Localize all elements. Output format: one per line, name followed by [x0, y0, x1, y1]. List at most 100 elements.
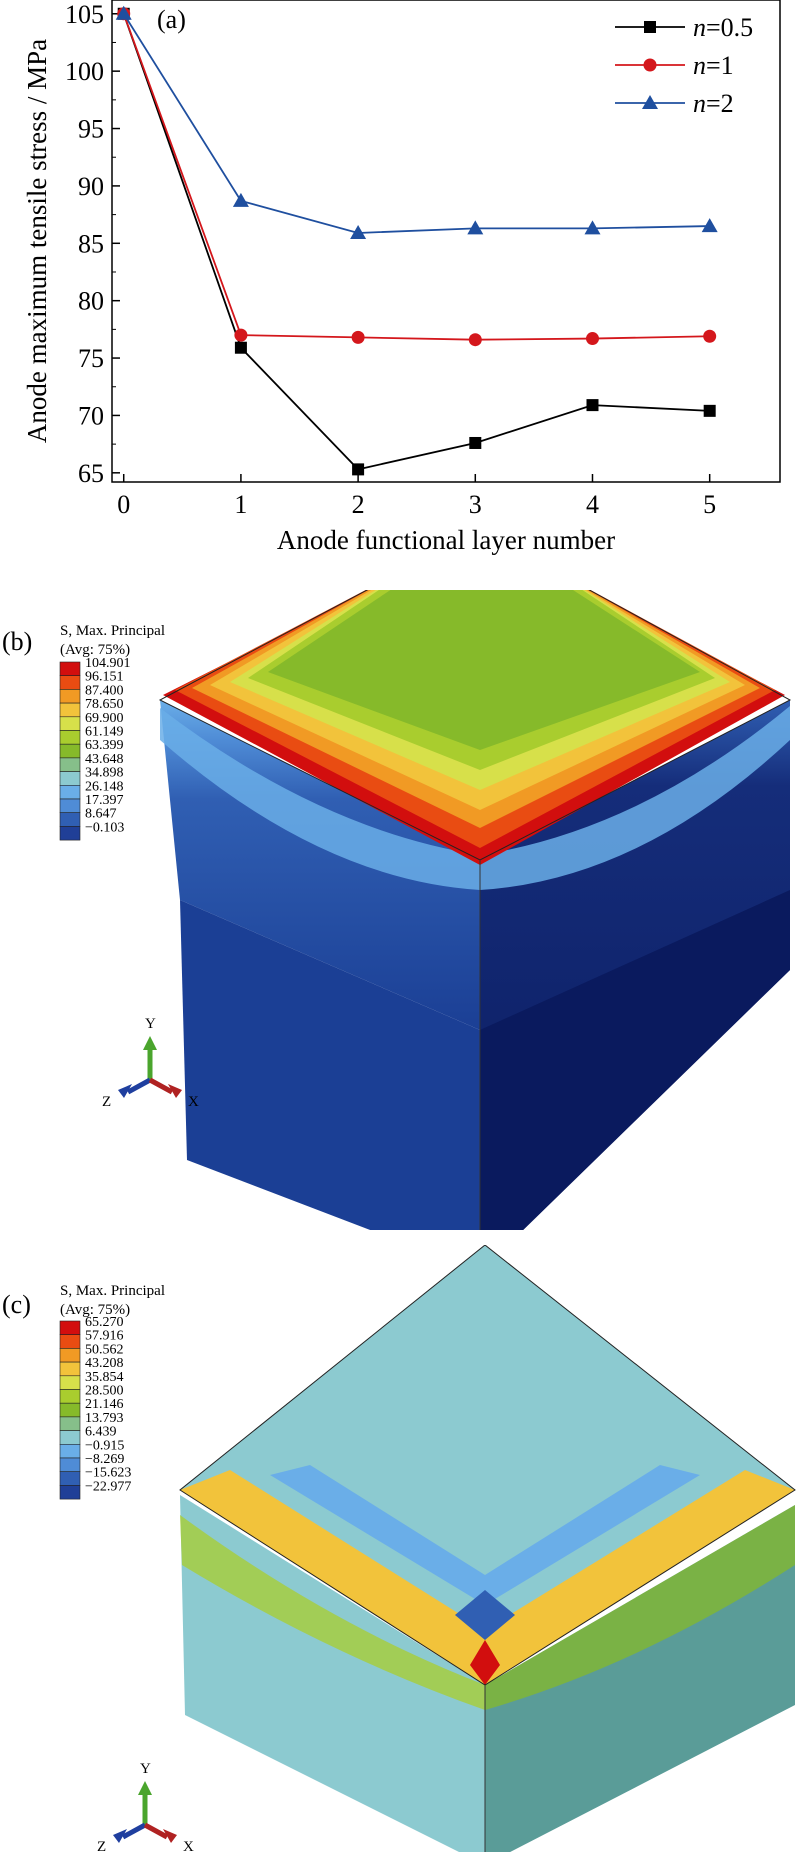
x-tick-label: 2 [352, 490, 365, 519]
y-tick-label: 105 [65, 0, 104, 29]
edge-contour-b [160, 706, 790, 890]
legend-value: 87.400 [85, 683, 124, 698]
triad-x-label: X [188, 1094, 199, 1110]
legend-subtitle-c: (Avg: 75%) [60, 1302, 130, 1318]
legend-value: 96.151 [85, 670, 124, 685]
legend-swatch [59, 1402, 81, 1418]
legend-swatch [59, 826, 81, 841]
top-inner-blue-c [270, 1465, 700, 1605]
legend-swatch [59, 1334, 81, 1349]
legend-swatch [59, 716, 81, 731]
series-circle [117, 7, 717, 347]
data-point-square [586, 399, 599, 412]
top-edge-orange-c [180, 1470, 795, 1685]
legend-swatch [59, 661, 81, 676]
x-tick-label: 0 [117, 490, 130, 519]
legend-swatch [59, 1457, 81, 1472]
legend-swatch [59, 1348, 81, 1363]
x-tick-label: 4 [586, 490, 599, 519]
data-point-square [469, 436, 482, 449]
y-tick-label: 75 [78, 344, 104, 373]
legend-swatch [59, 1485, 81, 1500]
panel-a: 0 1 2 3 4 5 65 70 75 80 85 90 95 100 105 (a) Anode fun… [0, 0, 800, 560]
legend-value: 50.562 [85, 1342, 124, 1357]
legend-swatch [59, 689, 81, 704]
legend-swatch [59, 785, 81, 800]
legend-swatch [59, 757, 81, 772]
contour-plot-c: (c) S, Max. Principal (Avg: 75%) 65.2705… [2, 1244, 796, 1857]
data-point-circle [234, 328, 248, 342]
data-point-square [352, 463, 365, 476]
legend-swatch [59, 1471, 81, 1486]
triad-y-label: Y [145, 1016, 156, 1032]
legend-entry: n=1 [615, 51, 734, 80]
triad-z-label: Z [102, 1094, 111, 1110]
legend-swatch [59, 1430, 81, 1445]
top-band-center [268, 530, 700, 750]
legend-value: −8.269 [85, 1452, 124, 1467]
x-tick-label: 5 [703, 490, 716, 519]
coordinate-triad-c: Y Z X [97, 1761, 194, 1855]
data-point-triangle [232, 192, 249, 207]
legend-swatch [59, 702, 81, 718]
cube-right-face-b-lower [480, 890, 790, 1272]
x-tick-label: 3 [469, 490, 482, 519]
y-tick-label: 80 [78, 287, 104, 316]
data-point-square [234, 341, 247, 354]
legend-value: 28.500 [85, 1384, 124, 1399]
legend-swatch [59, 812, 81, 827]
series-triangle [115, 5, 718, 239]
data-point-circle [703, 329, 717, 343]
legend-value: 57.916 [85, 1329, 124, 1344]
legend-swatch [59, 743, 81, 759]
legend-value: 21.146 [85, 1397, 124, 1412]
series-line [122, 13, 710, 341]
legend-value: −15.623 [85, 1466, 131, 1481]
y-tick-label: 90 [78, 172, 104, 201]
coordinate-triad-b: Y Z X [102, 1016, 199, 1110]
panel-b: (b) S, Max. Principal (Avg: 75%) 104.901… [0, 522, 800, 1272]
y-axis-title: Anode maximum tensile stress / MPa [22, 39, 52, 443]
legend-label: n=2 [693, 89, 734, 118]
plot-frame [111, 0, 781, 483]
legend-swatch [59, 1320, 81, 1335]
contour-legend-c: 65.27057.91650.56243.20835.85428.50021.1… [59, 1315, 131, 1500]
series-line [122, 13, 710, 234]
legend-value: 26.148 [85, 779, 124, 794]
contour-legend-b: 104.90196.15187.40078.65069.90061.14963.… [59, 656, 131, 841]
x-axis-title: Anode functional layer number [277, 525, 615, 555]
legend-value: 34.898 [85, 766, 124, 781]
data-point-circle [351, 330, 365, 344]
top-corner-red-c [470, 1640, 500, 1685]
legend-value: 35.854 [85, 1370, 124, 1385]
y-tick-label: 95 [78, 115, 104, 144]
legend-swatch [59, 1375, 81, 1390]
triad-x-label: X [183, 1839, 194, 1852]
legend-entry: n=0.5 [615, 13, 753, 42]
legend-value: 8.647 [85, 807, 117, 822]
legend-label: n=0.5 [693, 13, 753, 42]
legend-subtitle-b: (Avg: 75%) [60, 642, 130, 658]
cube-right-face-c-band [485, 1505, 795, 1710]
panel-label-b: (b) [2, 627, 32, 656]
series-line [122, 13, 710, 471]
panel-label-c: (c) [2, 1290, 31, 1319]
data-point-triangle [642, 95, 658, 109]
panel-label-a: (a) [157, 5, 186, 34]
contour-plot-b: (b) S, Max. Principal (Avg: 75%) 104.901… [2, 522, 792, 1272]
legend-swatch [59, 675, 81, 690]
legend-value: −0.103 [85, 820, 124, 835]
data-point-square [703, 404, 716, 417]
series-layer [115, 5, 718, 476]
data-point-circle [643, 58, 657, 72]
legend-value: 69.900 [85, 711, 124, 726]
top-center-dark-c [455, 1590, 515, 1640]
y-tick-label: 70 [78, 401, 104, 430]
legend-swatch [59, 1416, 81, 1431]
legend-swatch [59, 1444, 81, 1459]
legend-label: n=1 [693, 51, 734, 80]
data-point-triangle [350, 224, 367, 239]
legend-value: 43.648 [85, 752, 124, 767]
triad-z-label: Z [97, 1839, 106, 1852]
axes-ticks: 0 1 2 3 4 5 65 70 75 80 85 90 95 100 105 [65, 0, 716, 519]
